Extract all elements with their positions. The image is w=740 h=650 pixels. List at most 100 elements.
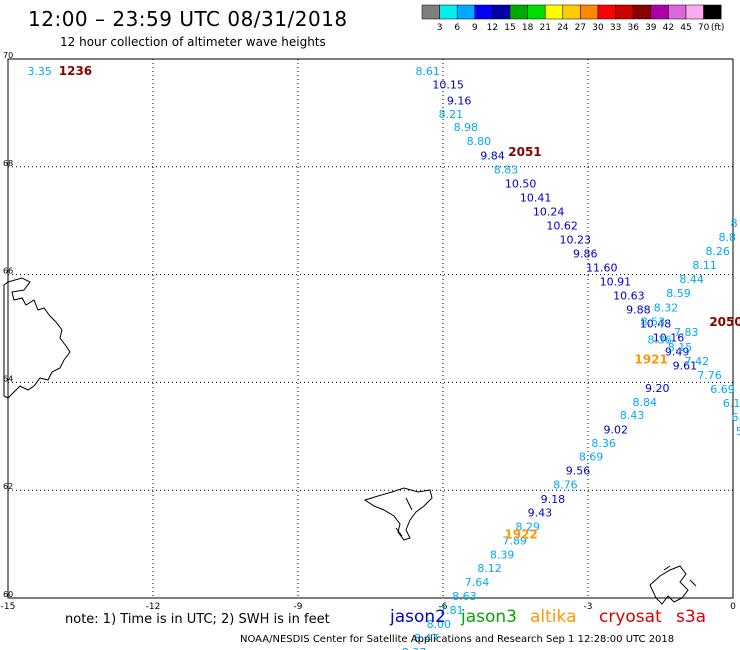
wave-height-label: 5: [736, 425, 740, 438]
colorbar-swatch: [544, 4, 564, 20]
lon-tick-label: -3: [584, 602, 593, 612]
colorbar-swatch: [632, 4, 652, 20]
colorbar-swatch: [615, 4, 634, 20]
lat-tick-label: 64: [3, 374, 13, 383]
colorbar-label: 30: [592, 23, 604, 33]
wave-height-label: 9.49: [665, 345, 690, 358]
lat-tick-label: 68: [3, 159, 13, 168]
legend-jason2: jason2: [390, 607, 446, 627]
lat-tick-label: 70: [3, 51, 13, 60]
colorbar-label: 36: [627, 23, 639, 33]
colorbar-swatch: [439, 4, 458, 20]
wave-height-label: 7.81: [439, 604, 464, 617]
wave-height-label: 8.53: [641, 315, 666, 328]
wave-height-label: 10.15: [432, 79, 464, 92]
shetland-islands-coastline: [649, 565, 697, 605]
colorbar-label: 45: [680, 23, 691, 33]
wave-height-label: 7.76: [697, 369, 722, 382]
colorbar-label: 27: [575, 23, 586, 33]
colorbar-swatch: [580, 4, 599, 20]
colorbar-unit: (ft): [711, 23, 725, 33]
wave-height-label: 8.69: [579, 451, 604, 464]
observation-labels: 3.35 8.6110.159.168.218.988.809.848.8310.…: [27, 65, 740, 650]
wave-height-label: 10.63: [613, 289, 645, 302]
wave-height-label: 8.63: [452, 590, 477, 603]
footer-note: note: 1) Time is in UTC; 2) SWH is in fe…: [65, 612, 330, 627]
pass-time-label: 1921: [634, 353, 667, 367]
lat-tick-label: 62: [3, 482, 13, 491]
wave-height-label: 8.11: [692, 259, 717, 272]
wave-height-label: 8.84: [632, 396, 657, 409]
lon-tick-label: -12: [146, 602, 161, 612]
wave-height-label: 6.2: [732, 411, 740, 424]
wave-height-label: 7.83: [674, 326, 699, 339]
wave-height-label: 9.61: [673, 359, 698, 372]
wave-height-label: 8.80: [467, 135, 492, 148]
colorbar-swatch: [703, 4, 722, 20]
colorbar-swatch: [597, 4, 616, 20]
colorbar-label: 9: [472, 23, 478, 33]
lon-tick-label: -15: [1, 602, 16, 612]
lon-tick-label: -9: [294, 602, 303, 612]
wave-height-label: 9.20: [645, 382, 670, 395]
colorbar-label: 18: [522, 23, 534, 33]
wave-height-label: 10.48: [640, 317, 672, 330]
lon-tick-label: -6: [439, 602, 448, 612]
wave-height-label: 11.60: [586, 261, 618, 274]
iceland-coastline: [3, 277, 71, 399]
wave-height-label: 10.91: [600, 275, 632, 288]
legend-cryosat: cryosat: [599, 607, 662, 627]
wave-height-label: 7.42: [685, 355, 710, 368]
pass-time-label: 1922: [504, 528, 537, 542]
wave-height-label: 8.21: [439, 108, 464, 121]
wave-height-label: 10.41: [520, 191, 552, 204]
wave-height-label: 8.32: [654, 301, 679, 314]
colorbar: 3 6 9 12 15 18 21 24 27 30 33 36 39 42 45 70 (ft): [421, 4, 725, 33]
colorbar-label: 39: [645, 23, 657, 33]
wave-height-label: 8.29: [516, 521, 541, 534]
wave-height-label: 8: [731, 217, 738, 230]
colorbar-label: 21: [539, 23, 550, 33]
time-labels: 1236 2051 2050 1921 1922: [59, 64, 740, 542]
pass-time-label: 1236: [59, 64, 92, 78]
wave-height-label: 6.69: [710, 383, 735, 396]
legend-jason3: jason3: [461, 607, 517, 627]
colorbar-label: 3: [437, 23, 443, 33]
wave-height-label: 8.43: [620, 409, 645, 422]
wave-height-label: 8.61: [415, 65, 440, 78]
wave-height-label: 8.26: [705, 245, 730, 258]
wave-height-label: 9.18: [541, 493, 566, 506]
wave-height-label: 9.84: [480, 149, 505, 162]
wave-height-label: 3.35: [27, 65, 52, 78]
coastlines: [3, 277, 697, 605]
colorbar-swatch: [456, 4, 476, 20]
wave-height-label: 10.24: [533, 205, 565, 218]
wave-height-label: 8.8: [719, 231, 737, 244]
pass-time-label: 2050: [709, 315, 740, 329]
wave-height-label: 8.37: [402, 646, 427, 650]
wave-height-label: 7.89: [502, 535, 527, 548]
colorbar-label: 70: [698, 23, 710, 33]
wave-height-label: 8.15: [668, 341, 693, 354]
wave-height-label: 8.47: [414, 632, 439, 645]
wave-height-label: 8.39: [490, 549, 514, 562]
wave-height-label: 10.50: [505, 177, 537, 190]
wave-height-label: 9.43: [528, 507, 553, 520]
wave-height-label: 8.00: [427, 618, 452, 631]
colorbar-label: 12: [487, 23, 498, 33]
wave-height-label: 7.64: [465, 576, 490, 589]
page-title: 12:00 – 23:59 UTC 08/31/2018: [28, 7, 348, 31]
wave-height-label: 8.59: [666, 287, 691, 300]
faroe-islands-coastline: [363, 487, 433, 541]
wave-height-label: 8.76: [553, 479, 578, 492]
wave-height-label: 9.86: [573, 247, 598, 260]
wave-height-label: 9.02: [603, 424, 628, 437]
pass-time-label: 2051: [508, 145, 541, 159]
wave-height-label: 8.36: [647, 334, 672, 347]
wave-height-label: 6.13: [723, 397, 740, 410]
lon-tick-label: 0: [730, 602, 736, 612]
colorbar-swatch: [474, 4, 493, 20]
wave-height-label: 10.62: [546, 219, 578, 232]
